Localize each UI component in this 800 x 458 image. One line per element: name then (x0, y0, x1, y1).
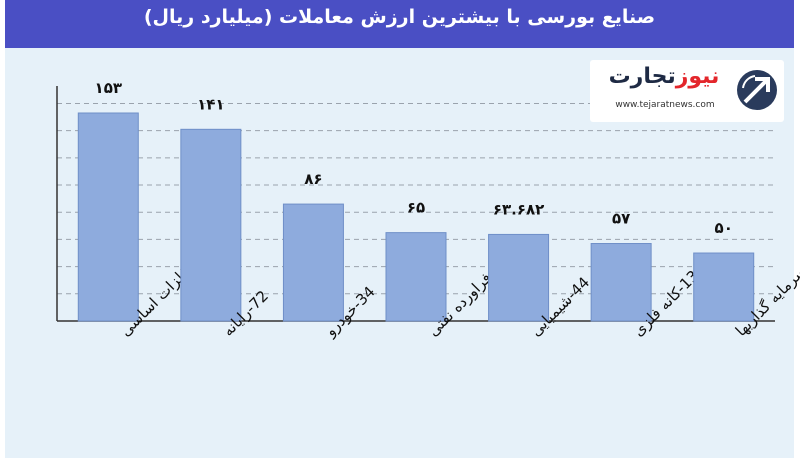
logo-url: www.tejaratnews.com (615, 100, 715, 110)
title-bar: صنایع بورسی با بیشترین ارزش معاملات (میل… (5, 0, 794, 48)
bar (590, 243, 652, 322)
bar (385, 232, 447, 322)
data-label: ۱۴۱ (197, 95, 224, 113)
chart-title: صنایع بورسی با بیشترین ارزش معاملات (میل… (143, 6, 656, 28)
data-label: ۶۵ (407, 199, 425, 217)
bar (180, 128, 242, 322)
bar (693, 252, 755, 322)
data-label: ۶۳.۶۸۲ (493, 200, 544, 218)
brand-logo: نیوزتجارت www.tejaratnews.com (590, 60, 784, 122)
data-label: ۸۶ (304, 170, 322, 188)
bar (282, 203, 344, 322)
data-label: ۵۰ (715, 219, 733, 237)
logo-wordmark: نیوزتجارت (608, 64, 720, 89)
logo-arrow-icon (737, 70, 777, 110)
bar (77, 112, 139, 322)
data-label: ۱۵۳ (95, 79, 122, 97)
bar (488, 233, 550, 322)
data-label: ۵۷ (612, 210, 630, 228)
